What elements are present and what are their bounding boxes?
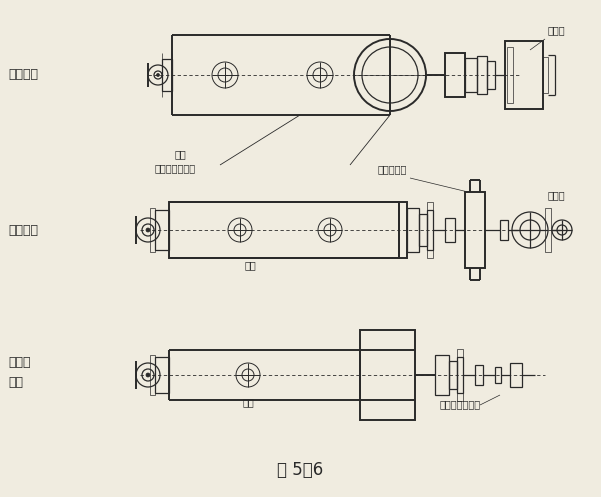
Bar xyxy=(150,208,155,252)
Text: 中心驱动: 中心驱动 xyxy=(8,224,38,237)
Bar xyxy=(505,41,543,109)
Text: 驱动: 驱动 xyxy=(8,377,23,390)
Bar xyxy=(427,210,433,250)
Bar xyxy=(445,53,465,97)
Bar xyxy=(457,349,463,357)
Bar xyxy=(500,220,508,240)
Bar xyxy=(155,357,169,393)
Bar xyxy=(477,56,487,94)
Bar xyxy=(457,393,463,401)
Text: 无齿轮: 无齿轮 xyxy=(8,356,31,369)
Bar xyxy=(449,361,457,389)
Text: 大齿轮圈小齿轮: 大齿轮圈小齿轮 xyxy=(155,163,196,173)
Bar xyxy=(407,208,419,252)
Bar xyxy=(155,210,169,250)
Bar xyxy=(507,47,513,103)
Bar xyxy=(360,330,415,420)
Bar xyxy=(475,365,483,385)
Circle shape xyxy=(156,74,159,77)
Bar xyxy=(399,202,407,258)
Bar xyxy=(457,357,463,393)
Bar xyxy=(150,355,155,395)
Text: 图 5－6: 图 5－6 xyxy=(277,461,323,479)
Bar xyxy=(487,61,495,89)
Bar xyxy=(545,208,551,252)
Bar xyxy=(465,58,477,92)
Circle shape xyxy=(146,228,150,232)
Bar xyxy=(543,57,548,93)
Text: 电动机: 电动机 xyxy=(548,25,566,35)
Bar xyxy=(419,214,427,246)
Circle shape xyxy=(146,373,150,377)
Bar xyxy=(427,250,433,258)
Bar xyxy=(435,355,449,395)
Bar xyxy=(427,202,433,210)
Text: 磨机: 磨机 xyxy=(245,260,257,270)
Bar xyxy=(162,59,172,91)
Text: 侧面驱动: 侧面驱动 xyxy=(8,69,38,82)
Bar xyxy=(445,218,455,242)
Bar xyxy=(465,192,485,268)
Text: 电动机: 电动机 xyxy=(548,190,566,200)
Bar xyxy=(510,363,522,387)
Text: 齿轮减速回: 齿轮减速回 xyxy=(378,164,407,174)
Bar xyxy=(495,367,501,383)
Text: 磨机: 磨机 xyxy=(175,149,187,159)
Text: 磨机: 磨机 xyxy=(243,397,255,407)
Text: 超低速同步电机: 超低速同步电机 xyxy=(440,399,481,409)
Bar xyxy=(169,202,399,258)
